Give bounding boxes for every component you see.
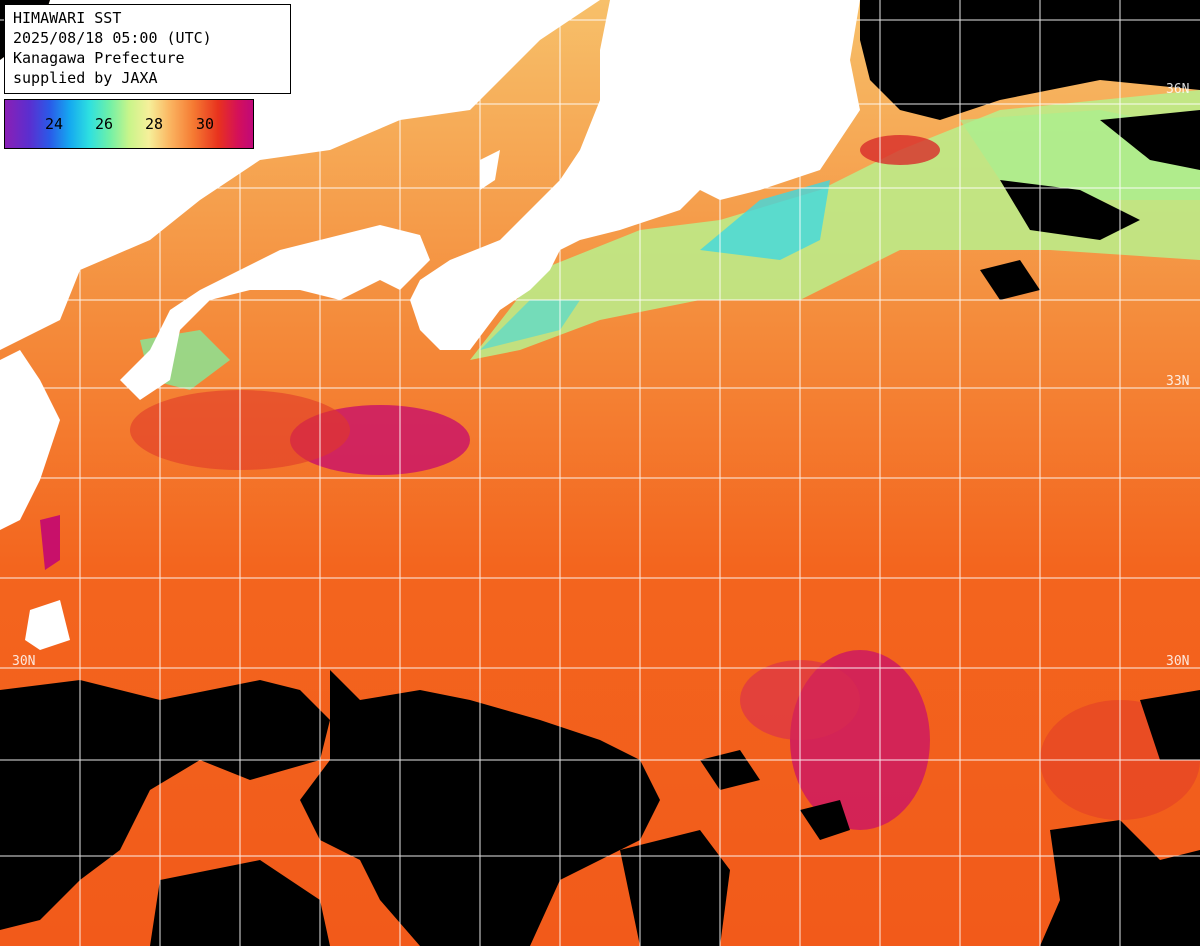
warm-water-patch bbox=[860, 135, 940, 165]
title-line-product: HIMAWARI SST bbox=[13, 9, 122, 27]
title-line-supplier: supplied by JAXA bbox=[13, 69, 158, 87]
legend-tick-24: 24 bbox=[45, 115, 64, 133]
cloud-no-data bbox=[1000, 180, 1140, 240]
lat-label-30n-right: 30N bbox=[1166, 654, 1190, 669]
temperature-legend: 24 26 28 30 bbox=[4, 99, 254, 149]
cold-water-patch bbox=[700, 180, 830, 260]
cloud-no-data bbox=[620, 830, 730, 946]
hot-water-patch bbox=[40, 515, 60, 570]
land-island bbox=[775, 130, 805, 170]
lat-label-36n: 36N bbox=[1166, 82, 1190, 97]
land-island bbox=[480, 150, 500, 190]
lat-label-33-left: 33 bbox=[10, 374, 26, 389]
cloud-no-data bbox=[860, 0, 1200, 120]
cloud-no-data bbox=[1100, 110, 1200, 170]
cloud-no-data bbox=[1140, 690, 1200, 760]
land-island bbox=[25, 600, 70, 650]
cloud-no-data bbox=[980, 260, 1040, 300]
land-kyushu bbox=[0, 350, 60, 530]
legend-tick-30: 30 bbox=[196, 115, 215, 133]
land-honshu-central bbox=[410, 0, 860, 350]
legend-tick-26: 26 bbox=[95, 115, 114, 133]
lat-label-33n: 33N bbox=[1166, 374, 1190, 389]
cold-water-patch bbox=[480, 300, 580, 350]
cloud-no-data bbox=[800, 800, 850, 840]
title-box: HIMAWARI SST 2025/08/18 05:00 (UTC) Kana… bbox=[4, 4, 291, 94]
cloud-no-data bbox=[0, 680, 330, 930]
title-line-timestamp: 2025/08/18 05:00 (UTC) bbox=[13, 29, 212, 47]
land-shikoku bbox=[120, 225, 430, 400]
lat-label-30n-left: 30N bbox=[12, 654, 36, 669]
title-line-region: Kanagawa Prefecture bbox=[13, 49, 185, 67]
legend-tick-28: 28 bbox=[145, 115, 164, 133]
